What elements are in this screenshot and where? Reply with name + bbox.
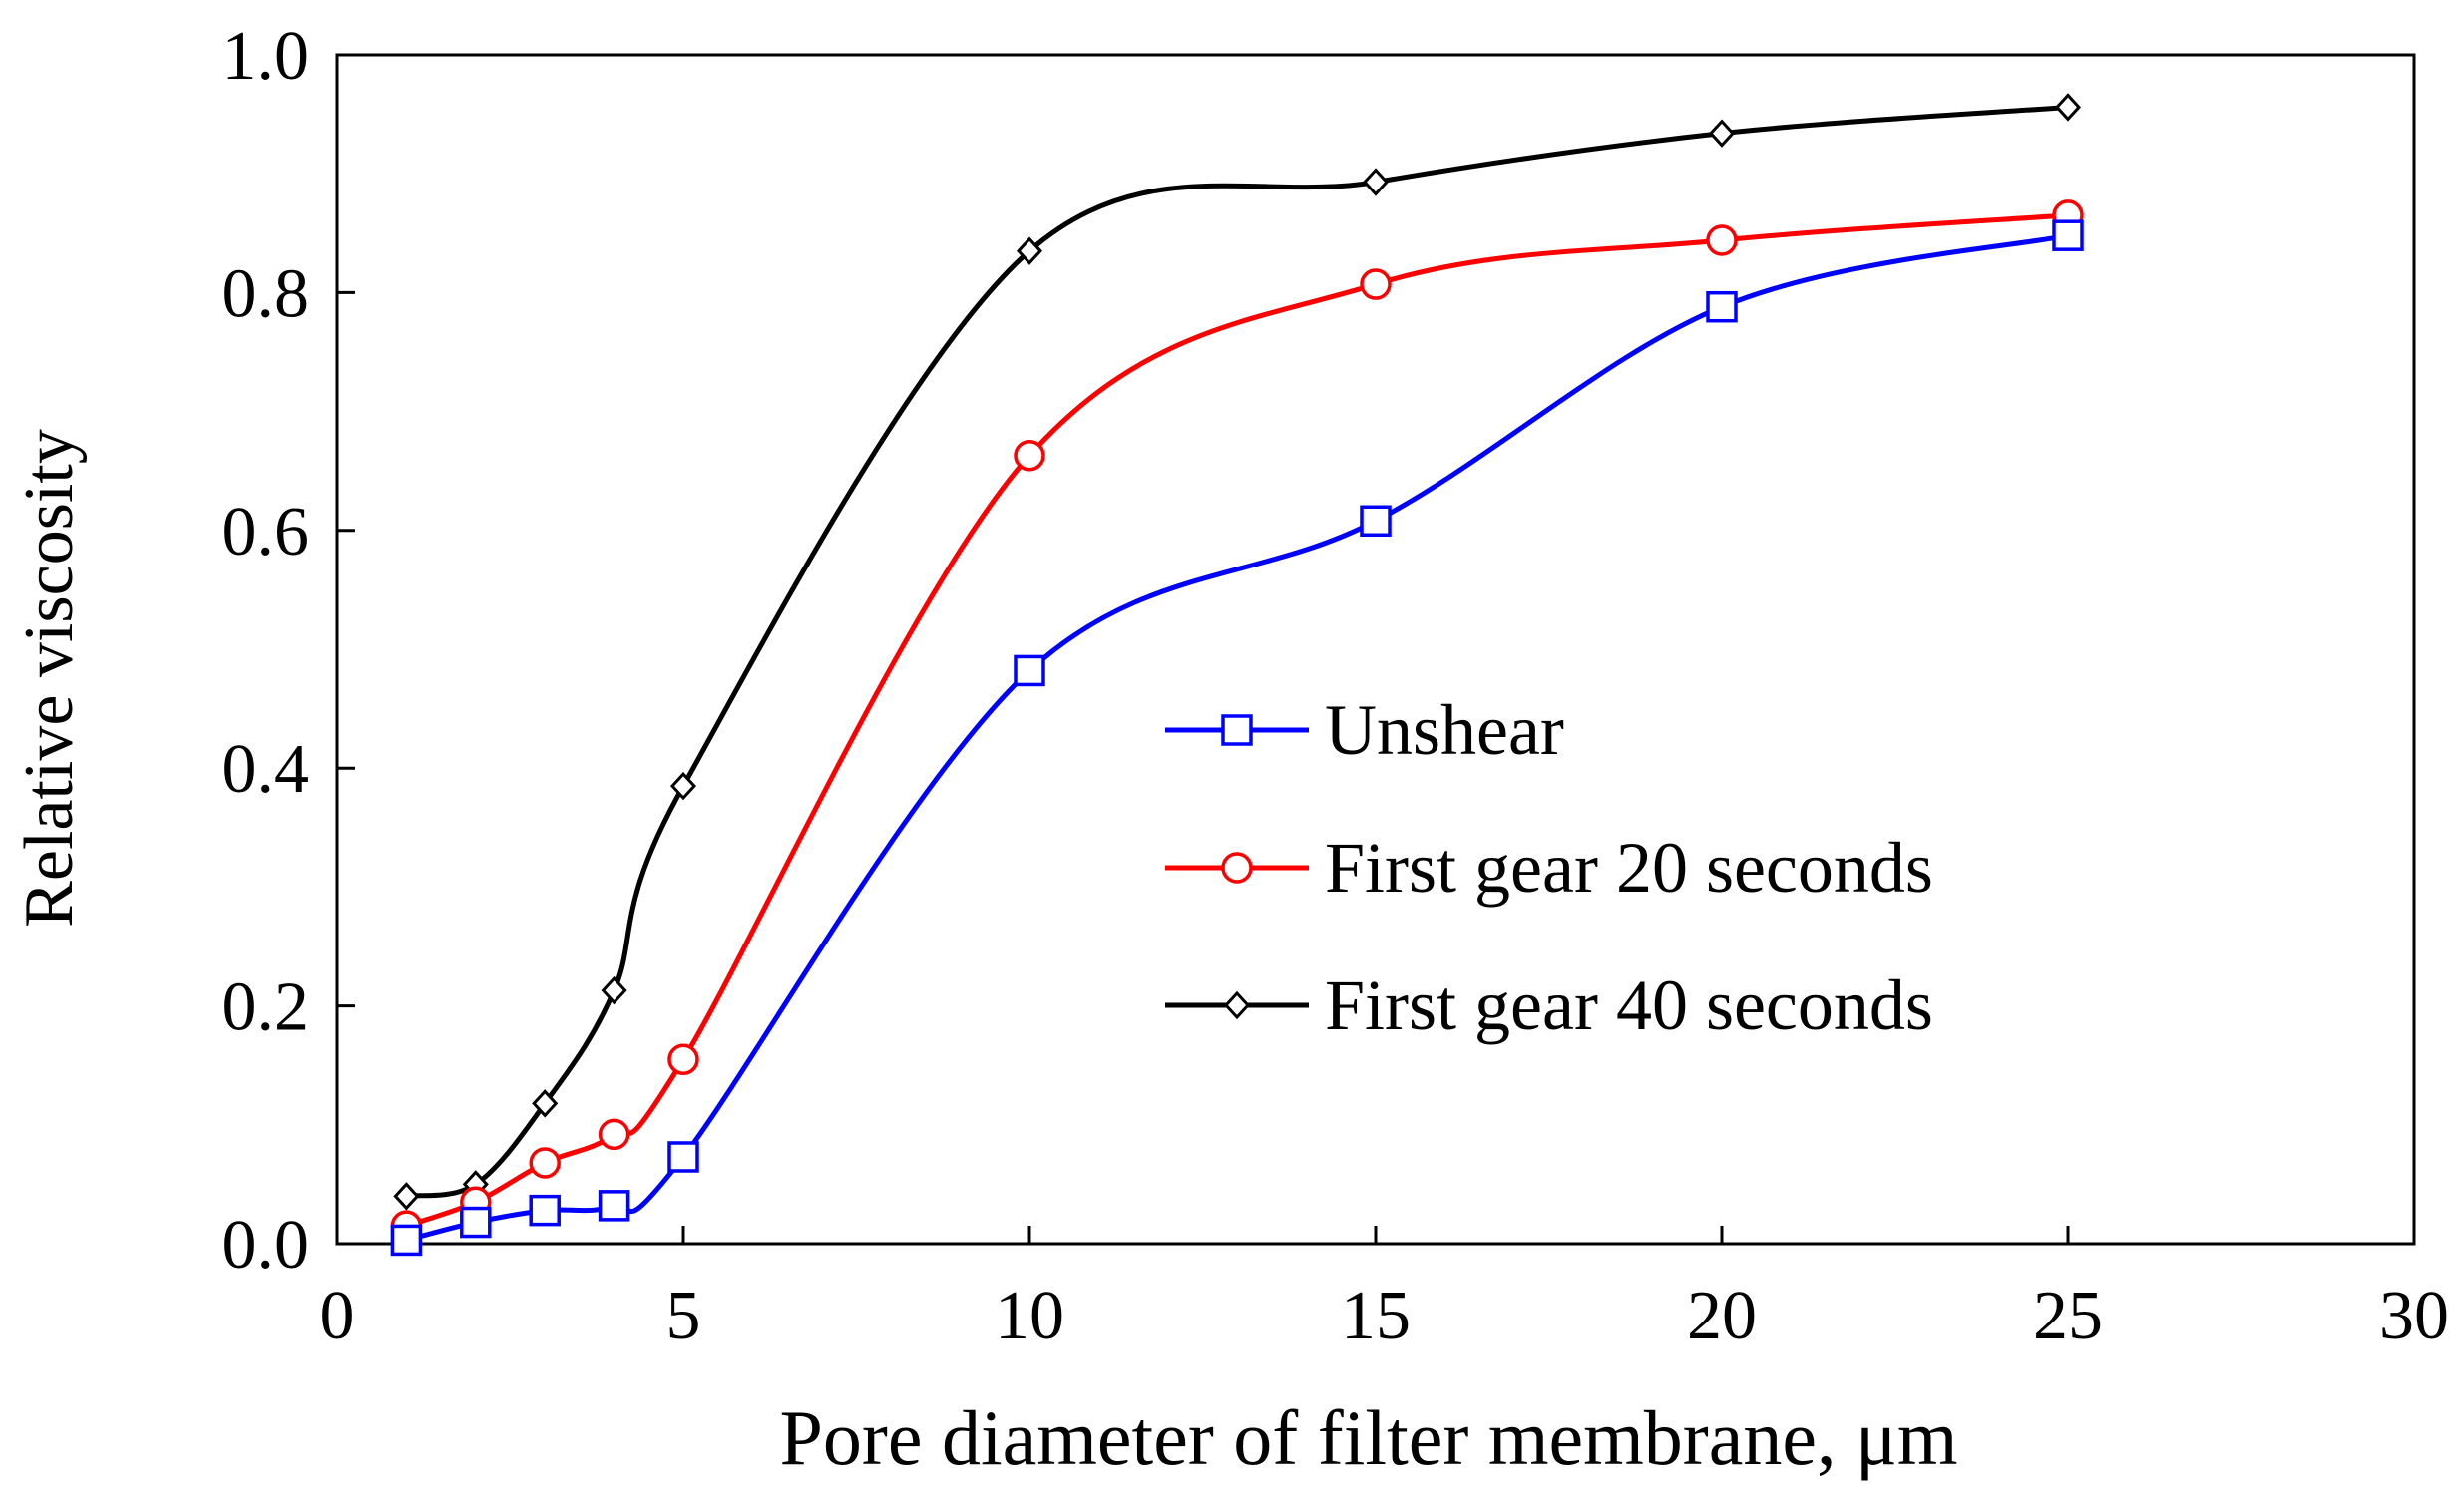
data-point-unshear: [598, 1190, 630, 1222]
data-point-unshear: [2052, 219, 2084, 251]
series-first-gear-40-seconds: [393, 93, 2082, 1211]
y-tick-label: 0.6: [222, 494, 310, 570]
x-tick-label: 30: [2379, 1278, 2449, 1354]
x-tick-label: 0: [320, 1278, 355, 1354]
x-tick-label: 5: [666, 1278, 701, 1354]
plot-frame: [335, 53, 2416, 1246]
data-point-first-gear-40-seconds: [393, 1182, 420, 1211]
y-tick-label: 0.4: [222, 731, 310, 808]
data-point-first-gear-40-seconds: [669, 771, 697, 801]
data-point-first-gear-20-seconds: [598, 1118, 630, 1151]
data-point-first-gear-40-seconds: [1362, 168, 1390, 196]
data-point-first-gear-20-seconds: [667, 1043, 699, 1075]
data-point-first-gear-20-seconds: [529, 1147, 561, 1179]
legend-label: Unshear: [1325, 690, 1564, 770]
legend-marker: [1223, 990, 1251, 1020]
x-tick-label: 10: [995, 1278, 1064, 1354]
x-axis-label: Pore diameter of filter membrane, μm: [779, 1394, 1957, 1481]
data-point-first-gear-40-seconds: [2054, 93, 2082, 122]
x-tick-label: 25: [2033, 1278, 2103, 1354]
legend-item-first-gear-20-seconds: First gear 20 seconds: [1165, 828, 1933, 908]
legend: Unshear First gear 20 seconds First gear 4…: [1165, 690, 1933, 1045]
data-point-unshear: [667, 1141, 699, 1173]
data-point-first-gear-40-seconds: [532, 1089, 559, 1118]
data-point-unshear: [1360, 505, 1392, 538]
legend-marker: [1221, 852, 1253, 884]
data-point-first-gear-40-seconds: [601, 975, 627, 1005]
data-point-unshear: [390, 1224, 423, 1257]
legend-marker: [1221, 714, 1253, 746]
x-tick-label: 15: [1341, 1278, 1411, 1354]
legend-label: First gear 40 seconds: [1325, 965, 1933, 1045]
series-layer: [390, 93, 2084, 1257]
y-tick-label: 0.8: [222, 255, 310, 332]
data-point-unshear: [460, 1206, 492, 1239]
y-axis-label: Relative viscosity: [11, 429, 88, 928]
y-tick-label: 1.0: [222, 18, 310, 95]
data-point-first-gear-20-seconds: [1360, 268, 1392, 300]
data-point-first-gear-40-seconds: [1708, 119, 1736, 148]
legend-label: First gear 20 seconds: [1325, 828, 1933, 908]
legend-item-unshear: Unshear: [1165, 690, 1564, 770]
y-tick-label: 0.2: [222, 969, 310, 1046]
x-tick-label: 20: [1687, 1278, 1757, 1354]
series-unshear: [390, 219, 2084, 1257]
y-tick-label: 0.0: [222, 1207, 310, 1284]
data-point-unshear: [1706, 290, 1738, 323]
data-point-first-gear-20-seconds: [1706, 224, 1738, 256]
legend-item-first-gear-40-seconds: First gear 40 seconds: [1165, 965, 1933, 1045]
data-point-first-gear-20-seconds: [1014, 439, 1045, 472]
data-point-unshear: [529, 1194, 561, 1227]
data-point-unshear: [1014, 654, 1045, 687]
data-point-first-gear-40-seconds: [1016, 236, 1043, 265]
axes: 0 5 10 15 20 25 30 0.0 0.2 0.4 0.6 0.8 1.0: [222, 18, 2450, 1354]
